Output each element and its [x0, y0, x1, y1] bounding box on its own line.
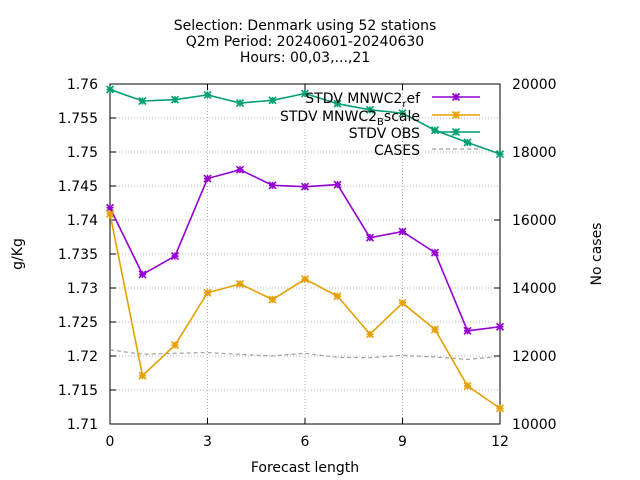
legend-marker	[451, 110, 461, 120]
legend-label-main: CASES	[374, 143, 420, 159]
y-axis-label: g/Kg	[10, 238, 26, 270]
series-point	[365, 105, 375, 114]
series-point	[105, 209, 115, 218]
series-line	[109, 349, 501, 361]
y-tick-label: 1.725	[58, 315, 98, 331]
series-point	[495, 404, 505, 413]
legend-label: STDV MNWC2ref	[305, 91, 421, 110]
legend-label-main: STDV OBS	[349, 126, 420, 142]
series-point	[235, 279, 245, 288]
series-point	[430, 248, 440, 257]
series-point	[463, 326, 472, 335]
series-point	[430, 126, 440, 135]
y2-axis-label: No cases	[589, 223, 605, 286]
legend-label-subscript: r	[402, 99, 407, 110]
series-point	[333, 180, 342, 189]
series-point	[300, 182, 310, 191]
y-tick-label: 1.75	[67, 145, 98, 161]
y-tick-label: 1.71	[67, 417, 98, 433]
legend-label-subscript: B	[377, 117, 384, 128]
x-tick-label: 0	[106, 434, 115, 450]
series-point	[170, 341, 180, 350]
legend-marker	[451, 92, 461, 102]
legend-label-tail: ef	[406, 91, 421, 107]
series-point	[333, 99, 342, 108]
y2-tick-label: 18000	[512, 145, 557, 161]
y-tick-label: 1.74	[67, 213, 98, 229]
chart-title-line: Hours: 00,03,...,21	[240, 50, 370, 66]
series-point	[235, 165, 245, 174]
series-point	[170, 251, 180, 261]
series-point	[495, 149, 505, 159]
series-point	[203, 288, 212, 297]
x-tick-label: 3	[203, 434, 212, 450]
series-point	[495, 322, 505, 331]
series-point	[105, 85, 115, 94]
series-point	[170, 95, 180, 104]
grid	[110, 84, 500, 424]
y-tick-label: 1.715	[58, 383, 98, 399]
series-point	[235, 98, 245, 108]
series-point	[463, 381, 472, 390]
legend-label: CASES	[374, 143, 420, 159]
series-point	[365, 233, 375, 242]
series-point	[430, 325, 440, 334]
y2-tick-label: 14000	[512, 281, 557, 297]
x-tick-label: 12	[491, 434, 509, 450]
y-tick-label: 1.72	[67, 349, 98, 365]
series-point	[105, 203, 115, 212]
y-tick-label: 1.73	[67, 281, 98, 297]
y2-tick-label: 20000	[512, 77, 557, 93]
legend-label-main: STDV MNWC2	[280, 109, 377, 125]
x-axis-label: Forecast length	[251, 460, 359, 476]
series-point	[138, 371, 147, 380]
y2-tick-label: 12000	[512, 349, 557, 365]
legend-label: STDV OBS	[349, 126, 420, 142]
series-point	[300, 89, 310, 98]
series-point	[398, 227, 407, 236]
series-point	[300, 275, 310, 284]
series-point	[398, 298, 407, 308]
y-tick-label: 1.755	[58, 111, 98, 127]
series-point	[268, 96, 277, 105]
series-point	[203, 174, 212, 183]
y2-tick-label: 16000	[512, 213, 557, 229]
legend-label-tail: scale	[384, 109, 420, 125]
y2-tick-label: 10000	[512, 417, 557, 433]
series-point	[138, 270, 147, 279]
series-point	[268, 295, 277, 304]
series-point	[268, 181, 277, 190]
series-layer	[105, 85, 505, 413]
series-point	[463, 138, 472, 147]
legend-label: STDV MNWC2Bscale	[280, 109, 420, 128]
series-point	[138, 96, 147, 106]
x-tick-label: 6	[301, 434, 310, 450]
legend-marker	[451, 127, 461, 137]
series-point	[333, 292, 342, 301]
chart-title-line: Selection: Denmark using 52 stations	[174, 18, 437, 34]
series-point	[203, 90, 212, 99]
x-tick-label: 9	[398, 434, 407, 450]
series-point	[365, 330, 375, 339]
y-tick-label: 1.735	[58, 247, 98, 263]
y-tick-label: 1.745	[58, 179, 98, 195]
chart-title-line: Q2m Period: 20240601-20240630	[186, 34, 424, 50]
chart-title: Selection: Denmark using 52 stationsQ2m …	[174, 18, 437, 66]
y-tick-label: 1.76	[67, 77, 98, 93]
axis-ticks: 1.71 1.715 1.72 1.725 1.73 1.735 1.74 1.745 1.75…	[58, 77, 557, 450]
legend-label-main: STDV MNWC2	[305, 91, 402, 107]
series-point	[398, 109, 407, 118]
